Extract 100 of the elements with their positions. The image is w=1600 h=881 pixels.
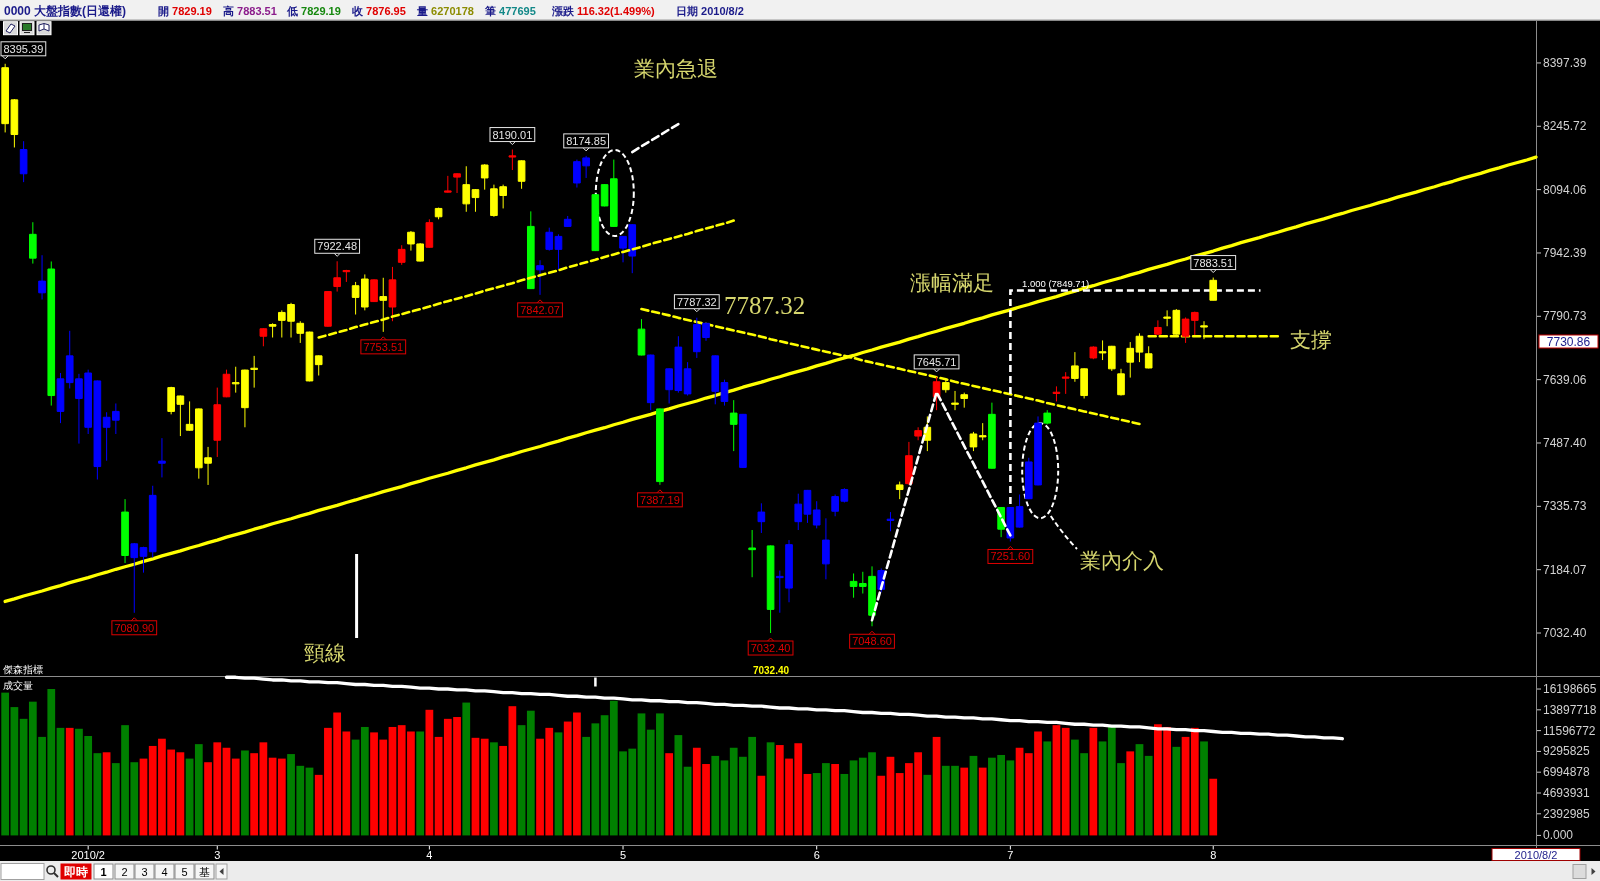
bar	[1061, 727, 1070, 836]
candlestick	[1154, 319, 1162, 336]
text: 2010/8/2	[1514, 848, 1558, 861]
y-tick-label: 6994878	[1543, 765, 1591, 780]
candlestick	[1006, 506, 1015, 542]
annotation: 7387.19	[640, 493, 680, 506]
candlestick	[646, 354, 655, 411]
candlestick	[480, 163, 489, 191]
y-tick-label: 7942.39	[1543, 245, 1587, 260]
bar	[674, 735, 683, 836]
annotation: 傑森指標	[3, 663, 43, 675]
candlestick	[56, 372, 65, 424]
x-tick-label: 3	[214, 848, 221, 861]
bar	[932, 736, 941, 836]
y-tick-label: 2392985	[1543, 806, 1591, 821]
y-tick-label: 7790.73	[1543, 309, 1587, 324]
candlestick	[508, 149, 517, 171]
candlestick	[434, 207, 443, 220]
candlestick	[720, 379, 729, 407]
bar	[93, 753, 102, 836]
y-tick-label: 4693931	[1543, 786, 1591, 800]
x-tick-label: 7	[1007, 848, 1014, 861]
candlestick	[1117, 368, 1125, 397]
x-tick-label: 2010/2	[71, 848, 105, 861]
annotation: 8174.85	[566, 134, 607, 147]
bar	[342, 731, 351, 836]
bar	[1172, 746, 1181, 836]
annotation: 支撐	[1290, 328, 1332, 351]
candlestick	[812, 500, 821, 529]
candlestick	[526, 210, 535, 290]
text: 量 6270178	[416, 4, 474, 17]
bar	[231, 758, 240, 836]
bar	[1089, 727, 1098, 836]
text: 3	[141, 865, 148, 878]
bar	[250, 753, 259, 836]
candlestick	[895, 481, 904, 500]
annotation: 漲幅滿足	[910, 271, 994, 294]
bar	[388, 726, 397, 836]
annotation: 7251.60	[990, 550, 1031, 563]
bar	[757, 775, 766, 836]
candlestick	[886, 511, 895, 532]
bar	[1052, 725, 1061, 836]
annotation: 7787.32	[724, 292, 806, 319]
bar	[803, 773, 812, 836]
y-tick-label: 0.000	[1543, 828, 1574, 843]
bar	[480, 738, 489, 836]
annotation: 7753.51	[363, 340, 404, 353]
candlestick	[471, 188, 480, 213]
bar	[10, 707, 19, 836]
candlestick	[914, 426, 922, 441]
bar	[360, 726, 369, 836]
candlestick	[342, 269, 351, 283]
candlestick	[453, 172, 461, 194]
candlestick	[951, 390, 959, 411]
y-tick-label: 8094.06	[1543, 182, 1587, 197]
bar	[434, 736, 443, 836]
bar	[65, 727, 74, 836]
text: 日期 2010/8/2	[676, 4, 744, 17]
bar	[490, 742, 498, 836]
candlestick	[637, 318, 646, 356]
candlestick	[139, 546, 148, 574]
candlestick	[656, 408, 664, 486]
candlestick	[794, 493, 803, 531]
candlestick	[969, 431, 978, 452]
bar	[508, 706, 517, 836]
annotation: 頸線	[304, 641, 346, 664]
text: 開 7829.19	[158, 4, 212, 17]
annotation: 業內急退	[634, 57, 718, 80]
candlestick	[388, 266, 397, 322]
bar	[1135, 744, 1144, 836]
bar	[840, 773, 849, 836]
bar	[554, 732, 563, 836]
text: 即時	[64, 864, 88, 879]
bar	[923, 774, 932, 836]
bar	[831, 764, 840, 836]
candlestick	[324, 290, 332, 328]
text: 5	[181, 865, 188, 878]
candlestick	[213, 387, 222, 458]
bar	[1200, 741, 1208, 836]
bar	[978, 767, 987, 836]
y-tick-label: 8397.39	[1543, 55, 1587, 70]
candlestick	[960, 392, 969, 409]
bar	[1098, 741, 1107, 836]
annotation: 7048.60	[852, 635, 892, 648]
candlestick	[370, 278, 378, 303]
candlestick	[563, 215, 572, 228]
bar	[720, 760, 729, 836]
bar	[766, 742, 775, 836]
candlestick	[158, 437, 166, 478]
candlestick	[683, 361, 692, 397]
candlestick	[1144, 345, 1153, 369]
bar	[176, 752, 185, 836]
candlestick	[545, 227, 554, 252]
annotation: 7922.48	[317, 240, 358, 253]
bar	[526, 710, 535, 836]
bar	[19, 718, 28, 836]
bar	[969, 755, 978, 836]
x-tick-label: 8	[1210, 848, 1217, 861]
candlestick	[425, 218, 434, 249]
candlestick	[38, 254, 46, 300]
